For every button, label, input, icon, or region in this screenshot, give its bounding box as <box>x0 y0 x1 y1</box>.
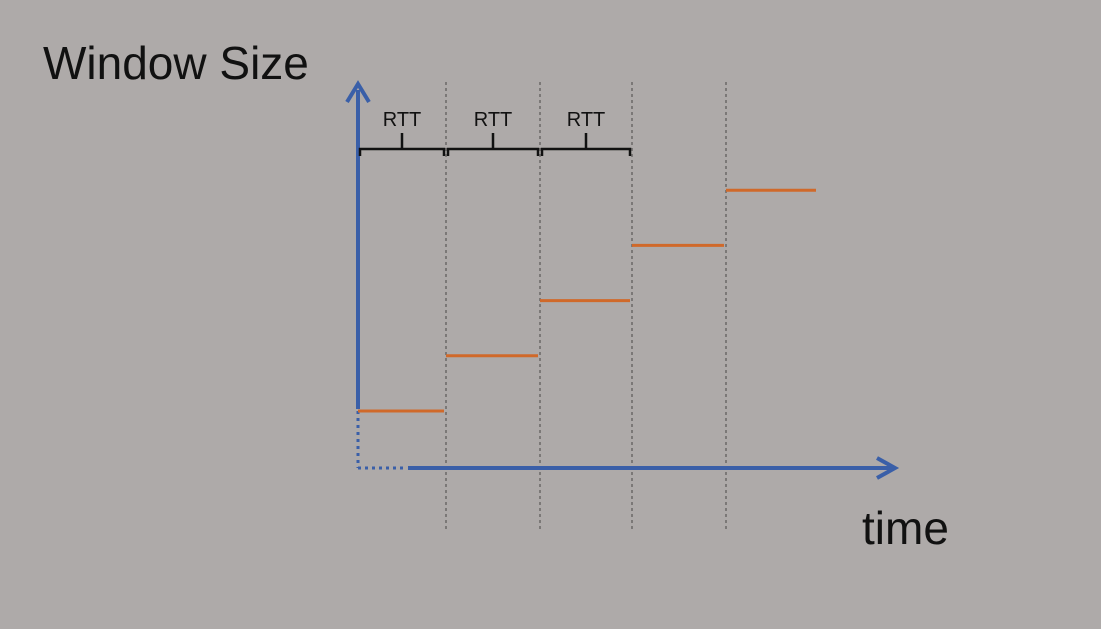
rtt-divider-lines <box>445 82 727 532</box>
y-axis-title: Window Size <box>43 37 309 89</box>
x-axis-arrowhead <box>876 456 900 480</box>
y-axis-arrowhead <box>345 80 371 104</box>
rtt-label: RTT <box>383 109 422 131</box>
axes <box>345 80 900 480</box>
x-axis-title: time <box>862 502 949 554</box>
rtt-brackets: RTT RTT RTT <box>358 109 632 156</box>
window-size-steps <box>358 188 816 413</box>
rtt-label: RTT <box>474 109 513 131</box>
rtt-label: RTT <box>567 109 606 131</box>
rtt-bracket <box>540 133 632 156</box>
rtt-bracket <box>446 133 540 156</box>
rtt-bracket <box>358 133 446 156</box>
